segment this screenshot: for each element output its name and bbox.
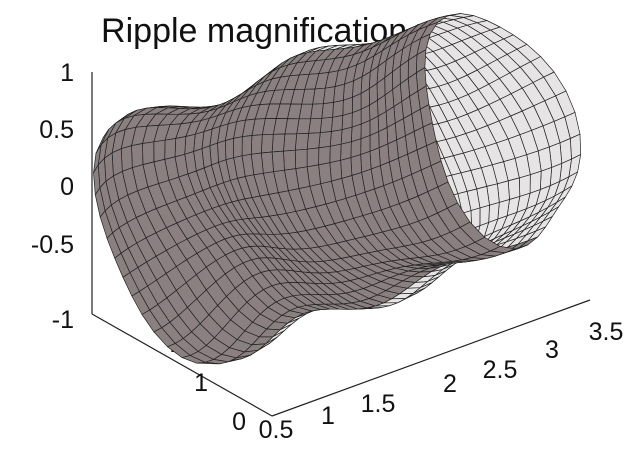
surface-patch xyxy=(224,138,234,161)
surface-patch xyxy=(369,147,381,170)
x-tick-label: 3 xyxy=(545,336,559,364)
x-tick-label: 2.5 xyxy=(483,356,518,384)
surface-patch xyxy=(350,154,362,176)
surface-patch xyxy=(271,133,286,153)
surface-patch xyxy=(306,132,321,150)
z-tick-label: -0.5 xyxy=(31,231,74,259)
surface-patch xyxy=(329,143,342,164)
surface-patch xyxy=(360,150,372,173)
y-axis-line xyxy=(91,313,273,417)
surface-patch xyxy=(283,133,298,152)
z-tick-label: -1 xyxy=(52,306,74,334)
surface-patch xyxy=(283,149,297,171)
surface-patch xyxy=(217,140,227,163)
surface-patch xyxy=(294,148,308,169)
surface-patch xyxy=(131,143,144,169)
surface-patch xyxy=(331,115,344,132)
x-tick-label: 0.5 xyxy=(259,416,294,444)
surface-patch xyxy=(153,139,166,163)
axes xyxy=(91,72,591,417)
surface-patch xyxy=(260,133,274,154)
surface-patch xyxy=(319,116,333,134)
surface-patch xyxy=(332,99,344,118)
surface-patch xyxy=(233,136,243,159)
surface-patch xyxy=(340,141,352,161)
surface-patch xyxy=(164,138,177,160)
surface-patch xyxy=(318,131,332,149)
surface-patch xyxy=(142,141,155,165)
surface-patch xyxy=(250,134,263,155)
x-tick-label: 1 xyxy=(321,402,335,430)
surface-patch xyxy=(329,129,343,147)
surface-patch xyxy=(329,159,343,182)
surface-patch xyxy=(342,96,353,116)
surface-patch xyxy=(120,145,133,172)
surface-patch xyxy=(241,135,253,157)
tube-surface xyxy=(93,13,582,365)
surface-patch xyxy=(294,133,309,151)
x-tick-label: 3.5 xyxy=(589,318,624,346)
surface-patch xyxy=(340,157,353,179)
y-tick-label: 1 xyxy=(194,369,208,397)
x-tick-group: 0.5 1 1.5 2 2.5 3 3.5 xyxy=(259,318,624,444)
x-tick-label: 1.5 xyxy=(361,390,396,418)
x-axis-line xyxy=(271,299,591,417)
surface-patch xyxy=(99,210,113,239)
surface-patch xyxy=(518,174,531,197)
surface-patch xyxy=(306,147,320,168)
surface-patch xyxy=(341,112,353,131)
z-tick-label: 0 xyxy=(60,173,74,201)
surface-patch xyxy=(271,150,285,173)
surface-patch xyxy=(507,177,521,200)
z-tick-group: 1 0.5 0 -0.5 -1 xyxy=(31,59,74,334)
z-tick-label: 1 xyxy=(60,59,74,87)
z-tick-label: 0.5 xyxy=(39,116,74,144)
surface-patch xyxy=(174,136,187,158)
y-tick-label: 0 xyxy=(232,408,246,436)
surface-patch xyxy=(318,145,331,166)
x-tick-label: 2 xyxy=(443,370,457,398)
surface-patch xyxy=(321,102,334,119)
